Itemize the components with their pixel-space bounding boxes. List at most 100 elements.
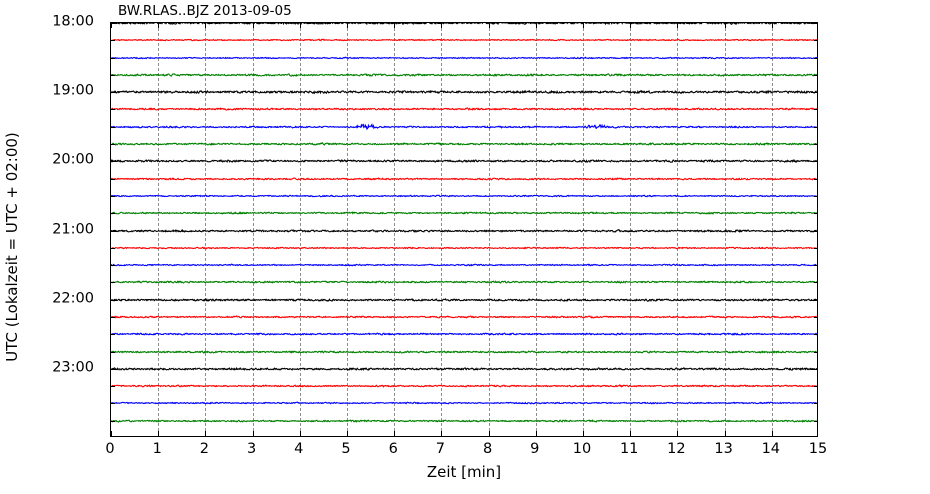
- trace-path: [111, 420, 817, 422]
- y-axis-minor-tick: [111, 403, 115, 405]
- y-axis-minor-tick: [111, 282, 115, 284]
- seismic-trace: [111, 51, 817, 65]
- seismic-trace: [111, 120, 817, 134]
- trace-path: [111, 124, 817, 128]
- seismic-trace: [111, 137, 817, 151]
- y-axis-minor-tick: [111, 386, 115, 388]
- x-axis-tick-label: 7: [435, 441, 446, 457]
- x-axis-tick: [394, 431, 396, 436]
- seismic-trace: [111, 310, 817, 324]
- trace-path: [111, 351, 817, 353]
- page-title: BW.RLAS..BJZ 2013-09-05: [118, 3, 292, 19]
- trace-path: [111, 143, 817, 145]
- y-axis-tick: [111, 161, 117, 163]
- trace-path: [111, 195, 817, 197]
- trace-path: [111, 108, 817, 110]
- trace-path: [111, 229, 817, 231]
- x-axis-tick-label: 5: [341, 441, 351, 457]
- x-axis-tick: [488, 431, 490, 436]
- trace-path: [111, 57, 817, 58]
- y-axis-minor-tick: [813, 420, 817, 422]
- seismic-trace: [111, 258, 817, 272]
- gridline-vertical: [394, 23, 396, 436]
- y-axis-minor-tick: [813, 126, 817, 128]
- gridline-vertical: [299, 23, 301, 436]
- trace-path: [111, 160, 817, 162]
- y-axis-minor-tick: [813, 403, 817, 405]
- trace-path: [111, 91, 817, 94]
- y-axis-minor-tick: [813, 386, 817, 388]
- seismic-trace: [111, 206, 817, 220]
- x-axis-tick-label: 1: [152, 441, 162, 457]
- x-axis-tick: [394, 23, 396, 28]
- seismic-trace: [111, 85, 817, 99]
- x-axis-tick: [724, 23, 726, 28]
- seismic-trace: [111, 68, 817, 82]
- x-axis-tick: [252, 23, 254, 28]
- x-axis-tick-label: 11: [619, 441, 639, 457]
- y-axis-label: UTC (Lokalzeit = UTC + 02:00): [3, 132, 21, 362]
- y-axis-tick: [811, 230, 817, 232]
- y-axis-minor-tick: [111, 265, 115, 267]
- seismic-trace: [111, 396, 817, 410]
- gridline-vertical: [583, 23, 584, 436]
- y-axis-minor-tick: [813, 195, 817, 197]
- x-axis-tick: [111, 23, 112, 28]
- trace-path: [111, 247, 817, 249]
- x-axis-tick: [158, 23, 160, 28]
- y-axis-minor-tick: [813, 247, 817, 249]
- x-axis-tick: [535, 23, 537, 28]
- gridline-vertical: [488, 23, 490, 436]
- x-axis-tick: [205, 431, 207, 436]
- y-axis-minor-tick: [111, 316, 115, 318]
- trace-path: [111, 264, 817, 266]
- y-axis-minor-tick: [813, 109, 817, 111]
- x-axis-tick-label: 12: [667, 441, 686, 457]
- y-axis-minor-tick: [813, 57, 817, 59]
- trace-path: [111, 333, 817, 335]
- y-axis-tick: [811, 299, 817, 301]
- seismic-trace: [111, 189, 817, 203]
- y-axis-minor-tick: [111, 420, 115, 422]
- seismic-trace: [111, 414, 817, 428]
- seismic-trace: [111, 241, 817, 255]
- y-axis-minor-tick: [111, 334, 115, 336]
- seismic-trace: [111, 293, 817, 307]
- trace-path: [111, 316, 817, 318]
- trace-path: [111, 403, 817, 405]
- trace-path: [111, 22, 817, 24]
- x-axis-tick-label: 0: [105, 441, 115, 457]
- x-axis-tick: [583, 431, 584, 436]
- x-axis-tick: [488, 23, 490, 28]
- y-axis-tick: [811, 92, 817, 94]
- y-axis-tick-label: 20:00: [52, 151, 94, 168]
- seismic-trace: [111, 33, 817, 47]
- x-axis-tick: [771, 23, 773, 28]
- x-axis-tick-label: 4: [294, 441, 304, 457]
- x-axis-tick-label: 6: [388, 441, 398, 457]
- y-axis-minor-tick: [813, 282, 817, 284]
- y-axis-minor-tick: [111, 40, 115, 42]
- x-axis-tick-label: 10: [572, 441, 592, 457]
- y-axis-tick: [811, 368, 817, 370]
- x-axis-tick: [347, 23, 348, 28]
- y-axis-minor-tick: [111, 351, 115, 353]
- y-axis-minor-tick: [111, 144, 115, 146]
- x-axis-tick: [441, 23, 443, 28]
- seismic-trace: [111, 362, 817, 376]
- x-axis-tick: [158, 431, 160, 436]
- y-axis-minor-tick: [111, 57, 115, 59]
- gridline-vertical: [724, 23, 726, 436]
- x-axis-tick: [111, 431, 112, 436]
- y-axis-minor-tick: [813, 213, 817, 215]
- x-axis-tick: [441, 431, 443, 436]
- seismic-trace: [111, 345, 817, 359]
- seismic-trace: [111, 102, 817, 116]
- y-axis-minor-tick: [111, 178, 115, 180]
- x-axis-tick: [299, 431, 301, 436]
- y-axis-tick: [111, 230, 117, 232]
- x-axis-tick: [299, 23, 301, 28]
- gridline-vertical: [771, 23, 773, 436]
- trace-path: [111, 178, 817, 180]
